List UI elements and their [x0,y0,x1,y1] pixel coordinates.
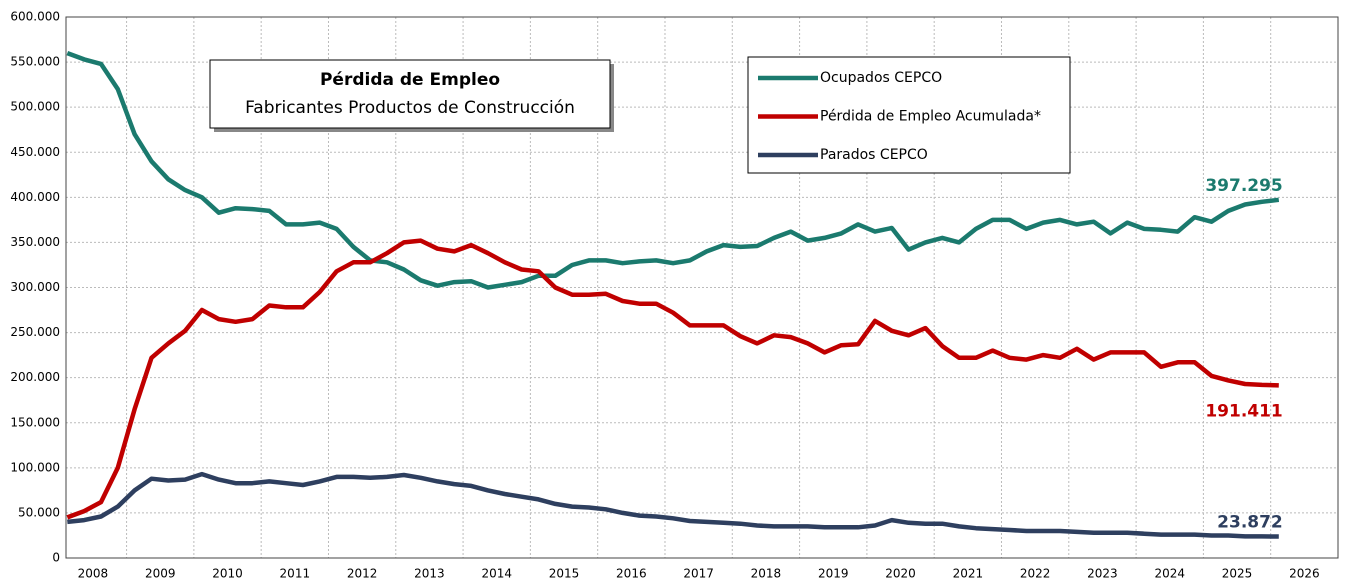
x-tick-label: 2008 [78,567,109,581]
chart-subtitle: Fabricantes Productos de Construcción [245,98,575,118]
x-tick-label: 2023 [1087,567,1118,581]
y-tick-label: 100.000 [10,460,60,474]
x-tick-label: 2015 [549,567,580,581]
x-tick-label: 2014 [481,567,512,581]
x-tick-label: 2020 [885,567,916,581]
legend-label: Parados CEPCO [820,147,928,163]
y-tick-label: 300.000 [10,280,60,294]
data-label: 397.295 [1205,176,1282,196]
x-tick-label: 2017 [683,567,714,581]
series-line [66,238,1279,520]
chart-title: Pérdida de Empleo [320,70,500,90]
x-tick-label: 2024 [1154,567,1185,581]
x-tick-label: 2021 [953,567,984,581]
x-tick-label: 2018 [751,567,782,581]
x-tick-label: 2012 [347,567,378,581]
y-tick-label: 550.000 [10,55,60,69]
x-tick-label: 2011 [280,567,311,581]
y-tick-label: 200.000 [10,370,60,384]
series-line [67,471,1279,539]
x-tick-label: 2019 [818,567,849,581]
data-label: 23.872 [1217,512,1283,532]
x-tick-label: 2022 [1020,567,1051,581]
y-tick-label: 150.000 [10,415,60,429]
y-tick-label: 400.000 [10,190,60,204]
y-tick-label: 600.000 [10,10,60,24]
data-label: 191.411 [1205,401,1282,421]
x-tick-label: 2026 [1289,567,1320,581]
legend-label: Pérdida de Empleo Acumulada* [820,109,1041,125]
x-tick-label: 2016 [616,567,647,581]
legend-label: Ocupados CEPCO [820,70,942,86]
x-tick-label: 2013 [414,567,445,581]
title-box [209,59,611,129]
x-tick-label: 2010 [212,567,243,581]
x-tick-label: 2025 [1222,567,1253,581]
y-tick-label: 450.000 [10,145,60,159]
y-tick-label: 250.000 [10,325,60,339]
y-tick-label: 0 [52,551,60,565]
y-tick-label: 500.000 [10,100,60,114]
series-line [66,50,1280,290]
plot-frame [65,16,1339,559]
y-tick-label: 50.000 [18,505,60,519]
y-tick-label: 350.000 [10,235,60,249]
x-tick-label: 2009 [145,567,176,581]
